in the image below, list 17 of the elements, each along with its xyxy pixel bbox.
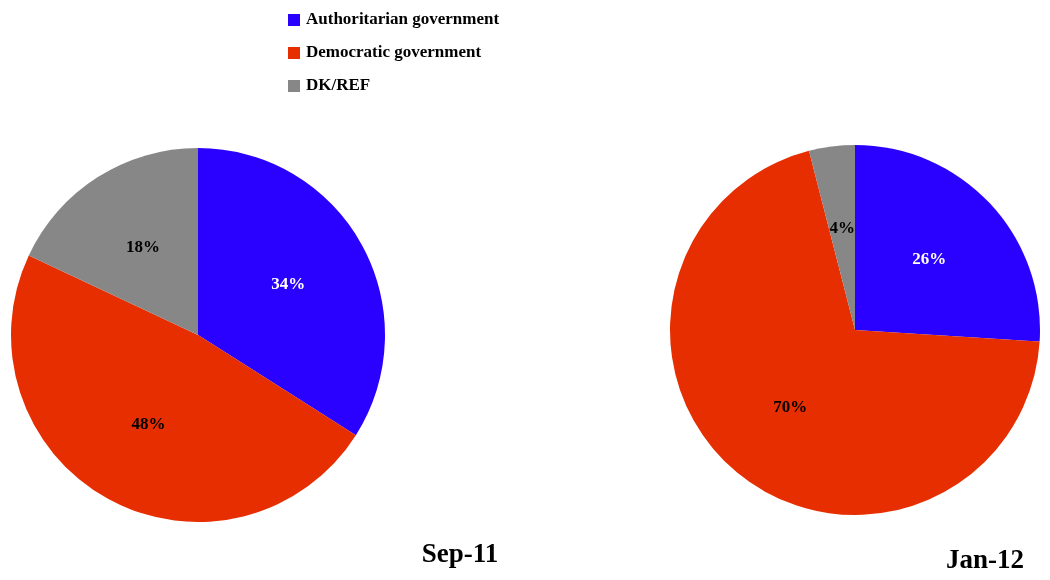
legend-label: Democratic government	[306, 41, 482, 61]
data-label: 26%	[912, 249, 947, 269]
data-label: 48%	[131, 414, 166, 434]
data-label: 18%	[125, 237, 160, 257]
pie-slice	[11, 255, 356, 522]
pie-slice	[808, 145, 855, 330]
legend-label: Authoritarian government	[306, 8, 500, 28]
pie-slice	[28, 148, 198, 335]
pie-slice	[855, 145, 1040, 342]
text: Sep-11	[421, 538, 499, 568]
data-label: 70%	[773, 397, 808, 417]
text: Jan-12	[945, 544, 1025, 574]
data-label: 4%	[829, 217, 855, 237]
legend-label: DK/REF	[306, 74, 371, 94]
pie-slice	[670, 150, 1040, 515]
pie-slice	[198, 148, 385, 436]
data-label: 34%	[271, 274, 306, 294]
